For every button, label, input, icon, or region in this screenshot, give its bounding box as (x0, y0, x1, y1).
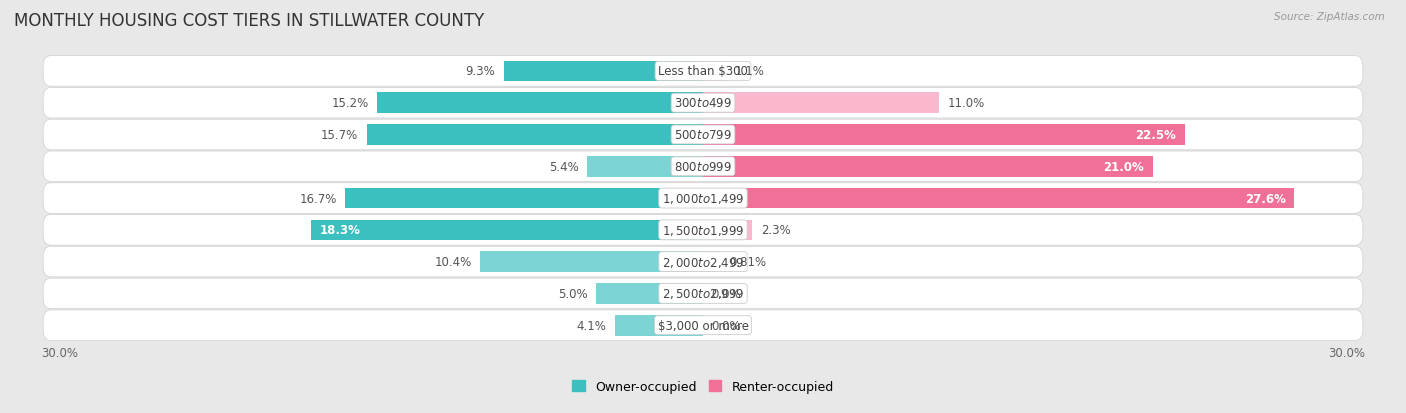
Text: Source: ZipAtlas.com: Source: ZipAtlas.com (1274, 12, 1385, 22)
Text: 5.0%: 5.0% (558, 287, 588, 300)
Text: 2.3%: 2.3% (761, 224, 790, 237)
Bar (703, 62, 727, 82)
Text: 5.4%: 5.4% (548, 160, 579, 173)
Bar (481, 252, 703, 272)
Bar (703, 157, 1153, 177)
Text: $3,000 or more: $3,000 or more (658, 319, 748, 332)
Text: 16.7%: 16.7% (299, 192, 336, 205)
Bar (596, 283, 703, 304)
Bar (588, 157, 703, 177)
Text: 11.0%: 11.0% (948, 97, 984, 110)
FancyBboxPatch shape (44, 152, 1362, 182)
Text: $1,000 to $1,499: $1,000 to $1,499 (662, 192, 744, 206)
Text: 0.0%: 0.0% (711, 287, 741, 300)
Text: $300 to $499: $300 to $499 (673, 97, 733, 110)
Text: $2,000 to $2,499: $2,000 to $2,499 (662, 255, 744, 269)
Bar (703, 93, 939, 114)
Text: $2,500 to $2,999: $2,500 to $2,999 (662, 287, 744, 301)
FancyBboxPatch shape (44, 278, 1362, 309)
Text: 0.81%: 0.81% (728, 256, 766, 268)
Text: $500 to $799: $500 to $799 (673, 129, 733, 142)
FancyBboxPatch shape (44, 183, 1362, 214)
Text: 15.2%: 15.2% (332, 97, 368, 110)
Text: 1.1%: 1.1% (735, 65, 765, 78)
Bar (311, 220, 703, 241)
Text: 30.0%: 30.0% (41, 346, 77, 359)
Text: 15.7%: 15.7% (321, 129, 359, 142)
FancyBboxPatch shape (44, 88, 1362, 119)
Bar (703, 125, 1185, 145)
Text: 22.5%: 22.5% (1136, 129, 1177, 142)
FancyBboxPatch shape (44, 57, 1362, 87)
Bar (703, 220, 752, 241)
Text: 10.4%: 10.4% (434, 256, 471, 268)
Bar (703, 252, 720, 272)
Text: 18.3%: 18.3% (319, 224, 360, 237)
FancyBboxPatch shape (44, 120, 1362, 150)
Text: 27.6%: 27.6% (1244, 192, 1285, 205)
Text: $1,500 to $1,999: $1,500 to $1,999 (662, 223, 744, 237)
Text: $800 to $999: $800 to $999 (673, 160, 733, 173)
Bar (377, 93, 703, 114)
Bar (703, 188, 1295, 209)
Bar (503, 62, 703, 82)
Bar (367, 125, 703, 145)
Bar (616, 315, 703, 336)
Legend: Owner-occupied, Renter-occupied: Owner-occupied, Renter-occupied (568, 375, 838, 398)
Bar (346, 188, 703, 209)
Text: 4.1%: 4.1% (576, 319, 606, 332)
Text: 9.3%: 9.3% (465, 65, 495, 78)
FancyBboxPatch shape (44, 310, 1362, 341)
Text: 21.0%: 21.0% (1104, 160, 1144, 173)
FancyBboxPatch shape (44, 247, 1362, 277)
Text: 30.0%: 30.0% (1329, 346, 1365, 359)
Text: 0.0%: 0.0% (711, 319, 741, 332)
Text: MONTHLY HOUSING COST TIERS IN STILLWATER COUNTY: MONTHLY HOUSING COST TIERS IN STILLWATER… (14, 12, 484, 30)
Text: Less than $300: Less than $300 (658, 65, 748, 78)
FancyBboxPatch shape (44, 215, 1362, 245)
